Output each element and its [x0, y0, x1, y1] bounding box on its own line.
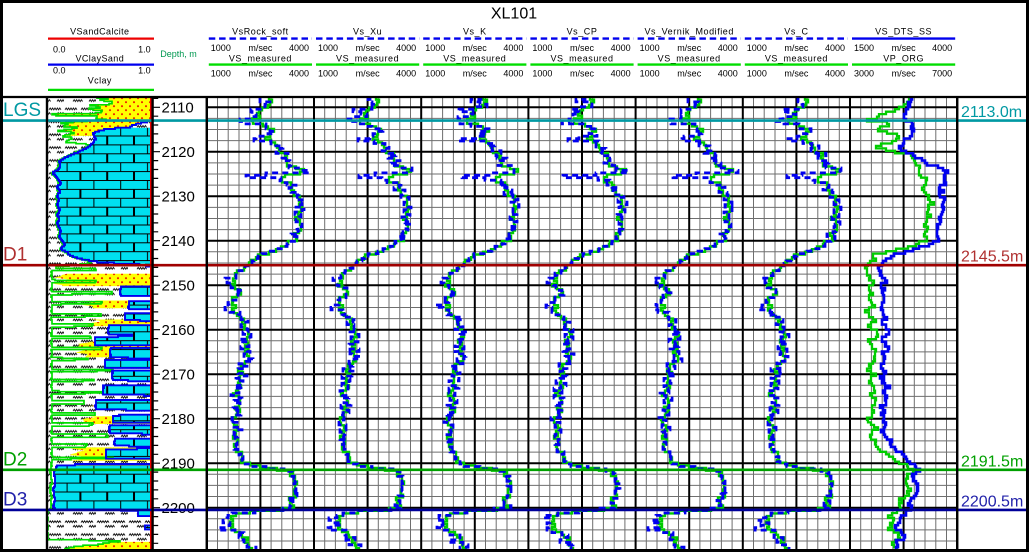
svg-text:Depth, m: Depth, m [160, 49, 197, 59]
svg-text:m/sec: m/sec [248, 43, 273, 53]
svg-text:2113.0m: 2113.0m [961, 104, 1022, 121]
svg-text:4000: 4000 [718, 69, 738, 79]
svg-text:1000: 1000 [640, 69, 660, 79]
svg-text:2145.5m: 2145.5m [961, 249, 1023, 266]
svg-text:VS_measured: VS_measured [229, 53, 292, 63]
svg-text:4000: 4000 [289, 43, 309, 53]
svg-text:1.0: 1.0 [138, 66, 151, 76]
svg-text:2130: 2130 [162, 189, 195, 206]
svg-text:m/sec: m/sec [570, 69, 595, 79]
svg-text:4000: 4000 [718, 43, 738, 53]
svg-text:D1: D1 [3, 245, 27, 266]
svg-text:4000: 4000 [932, 43, 952, 53]
svg-text:XL101: XL101 [491, 6, 537, 23]
svg-text:Vs_K: Vs_K [463, 27, 487, 37]
svg-text:m/sec: m/sec [570, 43, 595, 53]
svg-text:1000: 1000 [211, 69, 231, 79]
svg-text:1500: 1500 [854, 43, 874, 53]
svg-text:4000: 4000 [503, 69, 523, 79]
svg-text:VS_measured: VS_measured [658, 53, 721, 63]
svg-text:3000: 3000 [854, 69, 874, 79]
svg-text:m/sec: m/sec [463, 43, 488, 53]
svg-text:2190: 2190 [162, 456, 195, 473]
svg-text:Vclay: Vclay [88, 76, 112, 86]
svg-text:Vs_Xu: Vs_Xu [353, 27, 382, 37]
svg-text:VS_measured: VS_measured [550, 53, 613, 63]
svg-text:2200.5m: 2200.5m [961, 493, 1023, 510]
svg-text:2180: 2180 [162, 411, 195, 428]
svg-text:4000: 4000 [825, 69, 845, 79]
svg-text:2160: 2160 [162, 322, 195, 339]
svg-text:D2: D2 [3, 449, 27, 470]
svg-text:1000: 1000 [747, 43, 767, 53]
svg-text:7000: 7000 [932, 69, 952, 79]
svg-text:m/sec: m/sec [248, 69, 273, 79]
svg-text:Vs_Vernik_Modified: Vs_Vernik_Modified [644, 27, 733, 37]
svg-text:1000: 1000 [425, 43, 445, 53]
svg-text:m/sec: m/sec [677, 69, 702, 79]
svg-text:1000: 1000 [532, 69, 552, 79]
svg-text:1000: 1000 [211, 43, 231, 53]
svg-text:D3: D3 [3, 489, 27, 510]
svg-text:m/sec: m/sec [784, 43, 809, 53]
svg-text:2120: 2120 [162, 144, 195, 161]
svg-text:1000: 1000 [318, 69, 338, 79]
svg-text:VsRock_soft: VsRock_soft [232, 27, 289, 37]
svg-text:2110: 2110 [162, 100, 194, 117]
svg-text:4000: 4000 [611, 69, 631, 79]
svg-text:2191.5m: 2191.5m [961, 453, 1023, 470]
svg-text:1000: 1000 [747, 69, 767, 79]
svg-text:1000: 1000 [532, 43, 552, 53]
svg-text:4000: 4000 [289, 69, 309, 79]
svg-text:1000: 1000 [318, 43, 338, 53]
svg-text:m/sec: m/sec [892, 43, 917, 53]
svg-text:1.0: 1.0 [138, 44, 151, 54]
svg-text:m/sec: m/sec [784, 69, 809, 79]
svg-text:0.0: 0.0 [53, 44, 66, 54]
svg-text:Vs_C: Vs_C [784, 27, 808, 37]
svg-text:m/sec: m/sec [892, 69, 917, 79]
svg-text:4000: 4000 [503, 43, 523, 53]
svg-text:1000: 1000 [640, 43, 660, 53]
svg-text:1000: 1000 [425, 69, 445, 79]
svg-text:LGS: LGS [3, 100, 41, 121]
svg-text:VS_measured: VS_measured [765, 53, 828, 63]
svg-text:0.0: 0.0 [53, 66, 66, 76]
svg-text:2170: 2170 [162, 367, 195, 384]
svg-text:2140: 2140 [162, 233, 195, 250]
svg-text:VS_measured: VS_measured [336, 53, 399, 63]
svg-text:2200: 2200 [162, 500, 195, 517]
svg-text:VP_ORG: VP_ORG [883, 53, 924, 63]
svg-text:m/sec: m/sec [356, 69, 381, 79]
svg-text:VS_DTS_SS: VS_DTS_SS [875, 27, 932, 37]
svg-text:m/sec: m/sec [356, 43, 381, 53]
svg-text:VS_measured: VS_measured [443, 53, 506, 63]
svg-text:4000: 4000 [611, 43, 631, 53]
svg-text:4000: 4000 [825, 43, 845, 53]
svg-text:VSandCalcite: VSandCalcite [70, 27, 129, 37]
svg-text:VClaySand: VClaySand [75, 53, 124, 63]
svg-text:Vs_CP: Vs_CP [567, 27, 598, 37]
svg-text:4000: 4000 [396, 69, 416, 79]
svg-text:4000: 4000 [396, 43, 416, 53]
svg-text:m/sec: m/sec [463, 69, 488, 79]
svg-text:m/sec: m/sec [677, 43, 702, 53]
svg-text:2150: 2150 [162, 278, 195, 295]
